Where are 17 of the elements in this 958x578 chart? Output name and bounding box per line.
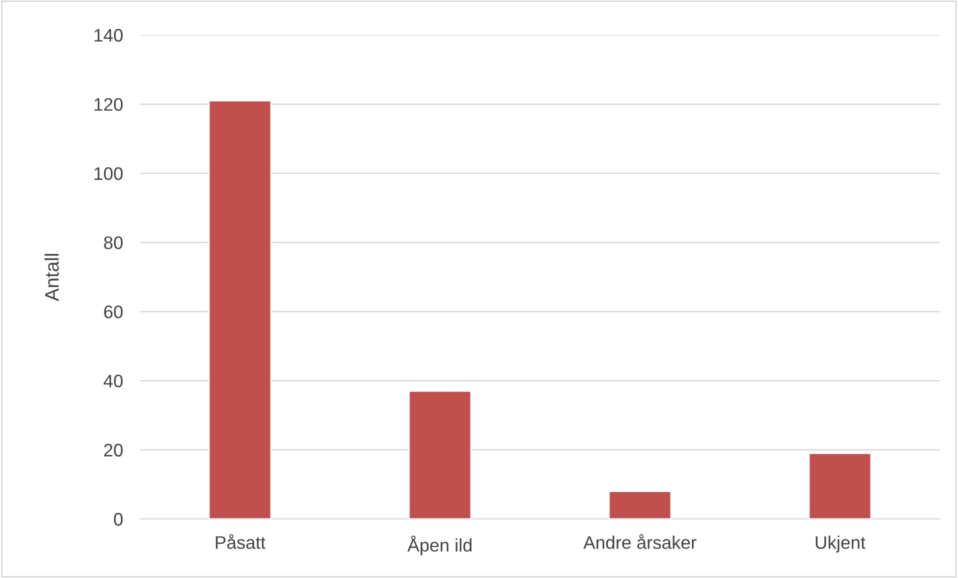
- y-tick-label: 140: [94, 28, 123, 42]
- y-tick-label: 100: [94, 167, 123, 180]
- y-tick-label: 80: [104, 236, 123, 250]
- y-tick-label: 60: [104, 306, 123, 318]
- x-tick-label: Andre årsaker: [583, 534, 696, 549]
- bar: [608, 490, 672, 519]
- x-tick-label: Ukjent: [816, 536, 866, 552]
- y-axis-title: Antall: [44, 254, 59, 302]
- x-tick-label: Påsatt: [216, 534, 266, 549]
- bar: [408, 390, 472, 519]
- y-tick-label: 20: [104, 444, 123, 457]
- bar: [208, 100, 272, 519]
- x-tick-label: Åpen ild: [407, 536, 472, 556]
- bar: [808, 452, 872, 519]
- y-tick-label: 0: [114, 512, 123, 526]
- y-tick-label: 120: [94, 98, 123, 111]
- y-tick-label: 40: [104, 374, 123, 388]
